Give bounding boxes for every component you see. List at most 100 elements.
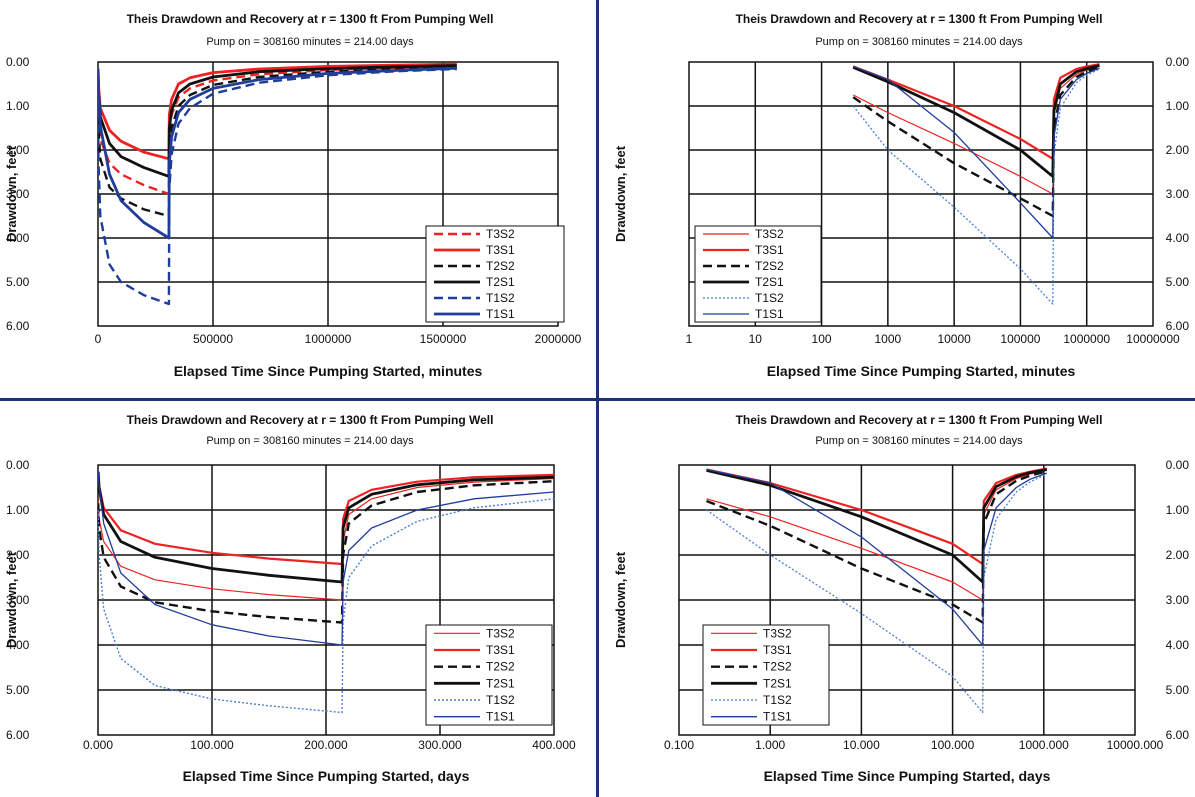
chart-subtitle: Pump on = 308160 minutes = 214.00 days [815, 435, 1023, 447]
series-line-t3s1 [98, 471, 554, 566]
x-axis-label: Elapsed Time Since Pumping Started, minu… [174, 363, 483, 379]
legend-entry: T2S2 [763, 660, 792, 674]
y-tick-label: 3.00 [1166, 593, 1190, 607]
legend-entry: T1S1 [763, 710, 792, 724]
legend-entry: T1S1 [486, 307, 515, 321]
horizontal-divider [0, 398, 1195, 401]
x-tick-label: 200.000 [304, 738, 348, 752]
chart-4: Theis Drawdown and Recovery at r = 1300 … [613, 413, 1190, 784]
legend-entry: T2S1 [486, 275, 515, 289]
x-tick-label: 10 [749, 332, 763, 346]
y-tick-label: 0.00 [6, 55, 30, 69]
legend-entry: T3S1 [486, 643, 515, 657]
x-tick-label: 1.000 [755, 738, 785, 752]
series-line-t1s1 [706, 468, 1048, 646]
series-line-t1s2 [706, 473, 1048, 714]
y-axis-label: Drawdown, feet [4, 145, 19, 242]
y-axis-label: Drawdown, feet [613, 551, 628, 648]
y-tick-label: 0.00 [1166, 458, 1190, 472]
chart-subtitle: Pump on = 308160 minutes = 214.00 days [815, 36, 1023, 48]
legend-entry: T3S1 [755, 243, 784, 257]
series-line-t3s2 [98, 477, 554, 601]
x-tick-label: 10000 [937, 332, 971, 346]
y-tick-label: 6.00 [1166, 319, 1190, 333]
legend-entry: T2S2 [486, 660, 515, 674]
y-tick-label: 6.00 [6, 728, 30, 742]
series-line-t2s2 [852, 66, 1100, 218]
legend-entry: T3S2 [486, 626, 515, 640]
series-line-t1s1 [852, 65, 1100, 239]
legend: T3S2 T3S1 T2S2 T2S1 T1S2 T1S1 [702, 624, 830, 726]
x-tick-label: 400.000 [532, 738, 576, 752]
legend-entry: T2S2 [755, 259, 784, 273]
chart-subtitle: Pump on = 308160 minutes = 214.00 days [206, 36, 414, 48]
x-tick-label: 10000000 [1126, 332, 1180, 346]
y-tick-label: 1.00 [6, 503, 30, 517]
chart-title: Theis Drawdown and Recovery at r = 1300 … [736, 12, 1103, 26]
x-tick-label: 0 [95, 332, 102, 346]
y-tick-label: 2.00 [6, 548, 30, 562]
legend-entry: T1S2 [755, 291, 784, 305]
x-tick-label: 1 [686, 332, 693, 346]
legend-entry: T1S2 [763, 693, 792, 707]
series-line-t1s1 [98, 469, 554, 646]
chart-2: Theis Drawdown and Recovery at r = 1300 … [613, 12, 1190, 379]
x-tick-label: 1000.000 [1019, 738, 1069, 752]
legend-entry: T3S2 [763, 626, 792, 640]
y-tick-label: 2.00 [1166, 143, 1190, 157]
x-tick-label: 0.100 [664, 738, 694, 752]
legend-entry: T2S1 [486, 676, 515, 690]
legend-entry: T3S1 [486, 243, 515, 257]
legend-entry: T1S2 [486, 693, 515, 707]
y-tick-label: 1.00 [1166, 503, 1190, 517]
legend-entry: T3S2 [486, 227, 515, 241]
y-tick-label: 3.00 [1166, 187, 1190, 201]
y-tick-label: 0.00 [1166, 55, 1190, 69]
y-axis-label: Drawdown, feet [4, 551, 19, 648]
legend-entry: T2S1 [763, 676, 792, 690]
y-tick-label: 5.00 [6, 683, 30, 697]
chart-title: Theis Drawdown and Recovery at r = 1300 … [127, 413, 494, 427]
x-axis-label: Elapsed Time Since Pumping Started, days [183, 768, 470, 784]
series-line-t1s1 [98, 66, 457, 240]
legend-entry: T1S1 [755, 307, 784, 321]
series-line-t2s1 [706, 468, 1048, 584]
series-line-t2s2 [98, 480, 554, 624]
chart-subtitle: Pump on = 308160 minutes = 214.00 days [206, 435, 414, 447]
y-tick-label: 6.00 [6, 319, 30, 333]
chart-1: Theis Drawdown and Recovery at r = 1300 … [4, 12, 582, 379]
x-tick-label: 10.000 [843, 738, 880, 752]
y-tick-label: 6.00 [1166, 728, 1190, 742]
chart-title: Theis Drawdown and Recovery at r = 1300 … [736, 413, 1103, 427]
y-tick-label: 4.00 [6, 231, 30, 245]
legend-entry: T3S2 [755, 227, 784, 241]
x-tick-label: 2000000 [535, 332, 582, 346]
y-tick-label: 5.00 [1166, 683, 1190, 697]
x-tick-label: 100 [812, 332, 832, 346]
y-axis-label: Drawdown, feet [613, 145, 628, 242]
legend-entry: T2S2 [486, 259, 515, 273]
series-line-t1s2 [98, 498, 554, 714]
series-line-t3s1 [98, 62, 457, 161]
x-tick-label: 300.000 [418, 738, 462, 752]
y-tick-label: 5.00 [1166, 275, 1190, 289]
x-axis-label: Elapsed Time Since Pumping Started, minu… [767, 363, 1076, 379]
y-tick-label: 3.00 [6, 187, 30, 201]
legend-entry: T2S1 [755, 275, 784, 289]
y-tick-label: 0.00 [6, 458, 30, 472]
y-tick-label: 1.00 [1166, 99, 1190, 113]
x-tick-label: 1000 [875, 332, 902, 346]
y-tick-label: 4.00 [1166, 231, 1190, 245]
x-axis-label: Elapsed Time Since Pumping Started, days [764, 768, 1051, 784]
series-line-t2s1 [98, 471, 554, 584]
x-tick-label: 10000.000 [1107, 738, 1164, 752]
y-tick-label: 4.00 [6, 638, 30, 652]
legend: T3S2 T3S1 T2S2 T2S1 T1S2 T1S1 [425, 624, 553, 726]
y-tick-label: 2.00 [6, 143, 30, 157]
y-tick-label: 2.00 [1166, 548, 1190, 562]
chart-title: Theis Drawdown and Recovery at r = 1300 … [127, 12, 494, 26]
y-tick-label: 3.00 [6, 593, 30, 607]
legend-entry: T3S1 [763, 643, 792, 657]
x-tick-label: 1000000 [305, 332, 352, 346]
